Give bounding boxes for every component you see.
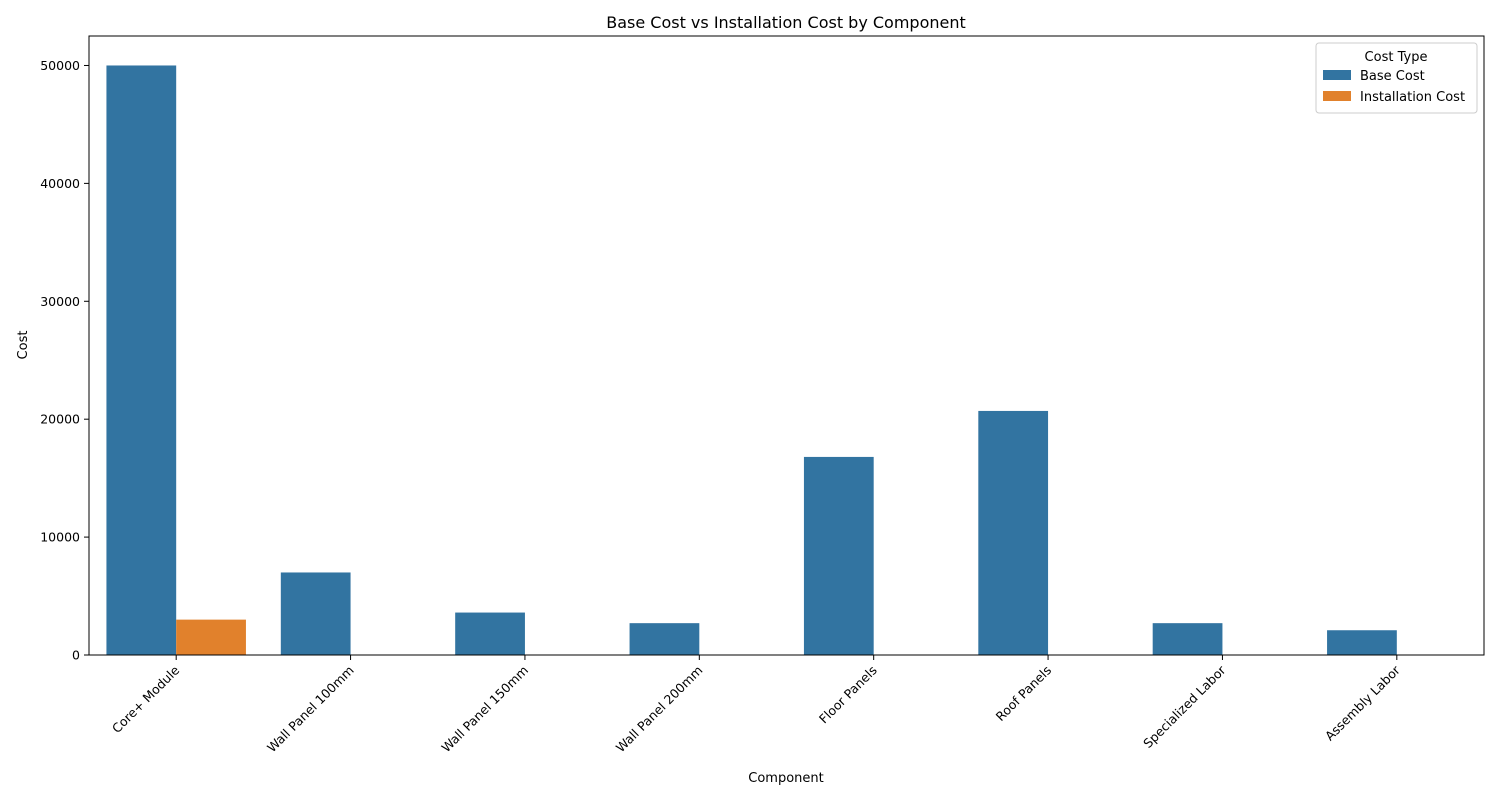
legend-box [1315,42,1478,114]
chart-title: Base Cost vs Installation Cost by Compon… [606,13,966,32]
legend-label-base-cost: Base Cost [1360,69,1425,84]
legend-swatch-installation-cost [1323,91,1351,101]
y-tick-label: 30000 [40,294,80,309]
x-tick-label-specialized-labor: Specialized Labor [1140,662,1229,751]
y-tick-label: 10000 [40,530,80,545]
legend-label-installation-cost: Installation Cost [1360,90,1465,105]
x-tick-label-roof-panels: Roof Panels [993,663,1055,725]
bar-base-cost-core-module [106,65,177,655]
x-tick-label-assembly-labor: Assembly Labor [1322,662,1404,744]
y-tick-label: 0 [72,648,80,663]
x-tick-label-wall-panel-200mm: Wall Panel 200mm [613,663,706,756]
bar-base-cost-wall-panel-200mm [629,623,700,655]
x-tick-label-wall-panel-150mm: Wall Panel 150mm [438,663,531,756]
bar-base-cost-floor-panels [803,456,874,655]
bar-base-cost-assembly-labor [1327,630,1397,655]
x-axis-label: Component [748,771,823,786]
y-axis-label: Cost [16,331,31,360]
legend-swatch-base-cost [1323,70,1351,80]
x-axis: Core+ Module Wall Panel 100mm Wall Panel 1… [109,655,1404,755]
legend: Cost Type Base Cost Installation Cost [1315,42,1478,114]
bar-base-cost-wall-panel-150mm [455,612,525,655]
legend-title: Cost Type [1365,50,1428,65]
bar-base-cost-wall-panel-100mm [280,572,351,655]
x-tick-label-core-module: Core+ Module [109,662,183,736]
y-tick-label: 40000 [40,176,80,191]
y-tick-label: 50000 [40,58,80,73]
x-tick-label-wall-panel-100mm: Wall Panel 100mm [264,663,357,756]
y-tick-label: 20000 [40,412,80,427]
x-tick-label-floor-panels: Floor Panels [816,663,880,727]
y-axis: 0 10000 20000 30000 40000 50000 [40,58,89,663]
bar-base-cost-specialized-labor [1152,623,1223,655]
bar-installation-cost-core-module [176,619,246,655]
plot-frame [88,35,1485,656]
bars-group [106,65,1397,655]
bar-base-cost-roof-panels [978,410,1049,655]
